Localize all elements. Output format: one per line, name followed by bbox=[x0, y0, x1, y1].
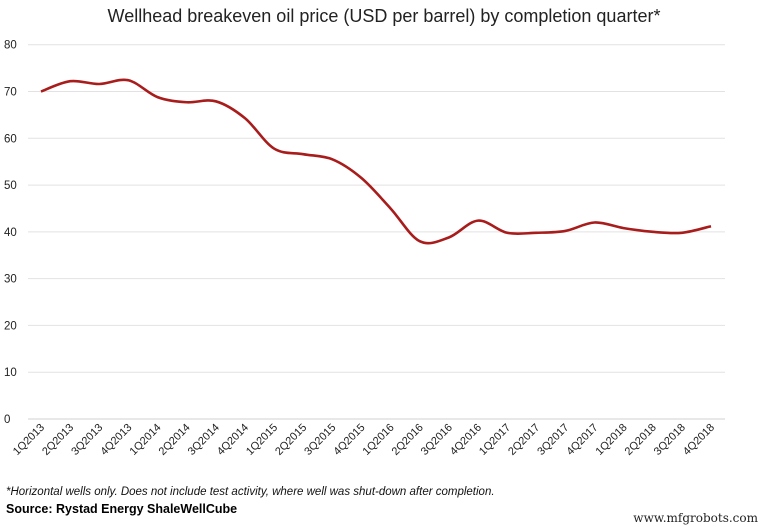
x-tick-label: 4Q2017 bbox=[564, 422, 600, 458]
x-tick-label: 1Q2015 bbox=[244, 422, 280, 458]
source-note: Source: Rystad Energy ShaleWellCube bbox=[6, 502, 238, 516]
x-tick-label: 1Q2018 bbox=[594, 422, 630, 458]
x-tick-label: 3Q2015 bbox=[302, 422, 338, 458]
x-tick-label: 4Q2014 bbox=[215, 422, 251, 458]
y-tick-label: 30 bbox=[4, 274, 17, 286]
x-tick-label: 2Q2018 bbox=[623, 422, 659, 458]
x-tick-label: 2Q2017 bbox=[506, 422, 542, 458]
y-tick-label: 40 bbox=[4, 227, 17, 239]
y-tick-label: 10 bbox=[4, 367, 17, 379]
x-tick-label: 1Q2017 bbox=[477, 422, 513, 458]
x-tick-label: 4Q2013 bbox=[98, 422, 134, 458]
x-tick-label: 4Q2016 bbox=[448, 422, 484, 458]
chart-title: Wellhead breakeven oil price (USD per ba… bbox=[107, 6, 661, 26]
x-tick-label: 1Q2014 bbox=[127, 422, 163, 458]
x-tick-label: 2Q2015 bbox=[273, 422, 309, 458]
y-tick-label: 80 bbox=[4, 40, 17, 52]
x-tick-label: 2Q2013 bbox=[40, 422, 76, 458]
x-tick-label: 1Q2016 bbox=[361, 422, 397, 458]
y-tick-label: 20 bbox=[4, 320, 17, 332]
y-tick-label: 70 bbox=[4, 86, 17, 98]
y-tick-label: 50 bbox=[4, 180, 17, 192]
watermark: www.mfgrobots.com bbox=[633, 511, 758, 525]
y-tick-label: 0 bbox=[4, 414, 10, 426]
x-tick-label: 3Q2013 bbox=[69, 422, 105, 458]
series-line bbox=[40, 78, 712, 245]
x-tick-label: 2Q2016 bbox=[390, 422, 426, 458]
x-tick-label: 3Q2016 bbox=[419, 422, 455, 458]
x-tick-label: 2Q2014 bbox=[157, 422, 193, 458]
y-tick-label: 60 bbox=[4, 133, 17, 145]
x-tick-label: 3Q2017 bbox=[535, 422, 571, 458]
footnote: *Horizontal wells only. Does not include… bbox=[6, 486, 495, 498]
x-tick-label: 3Q2014 bbox=[186, 422, 222, 458]
x-tick-label: 3Q2018 bbox=[652, 422, 688, 458]
x-tick-label: 4Q2015 bbox=[331, 422, 367, 458]
x-tick-label: 4Q2018 bbox=[681, 422, 717, 458]
x-tick-label: 1Q2013 bbox=[11, 422, 47, 458]
